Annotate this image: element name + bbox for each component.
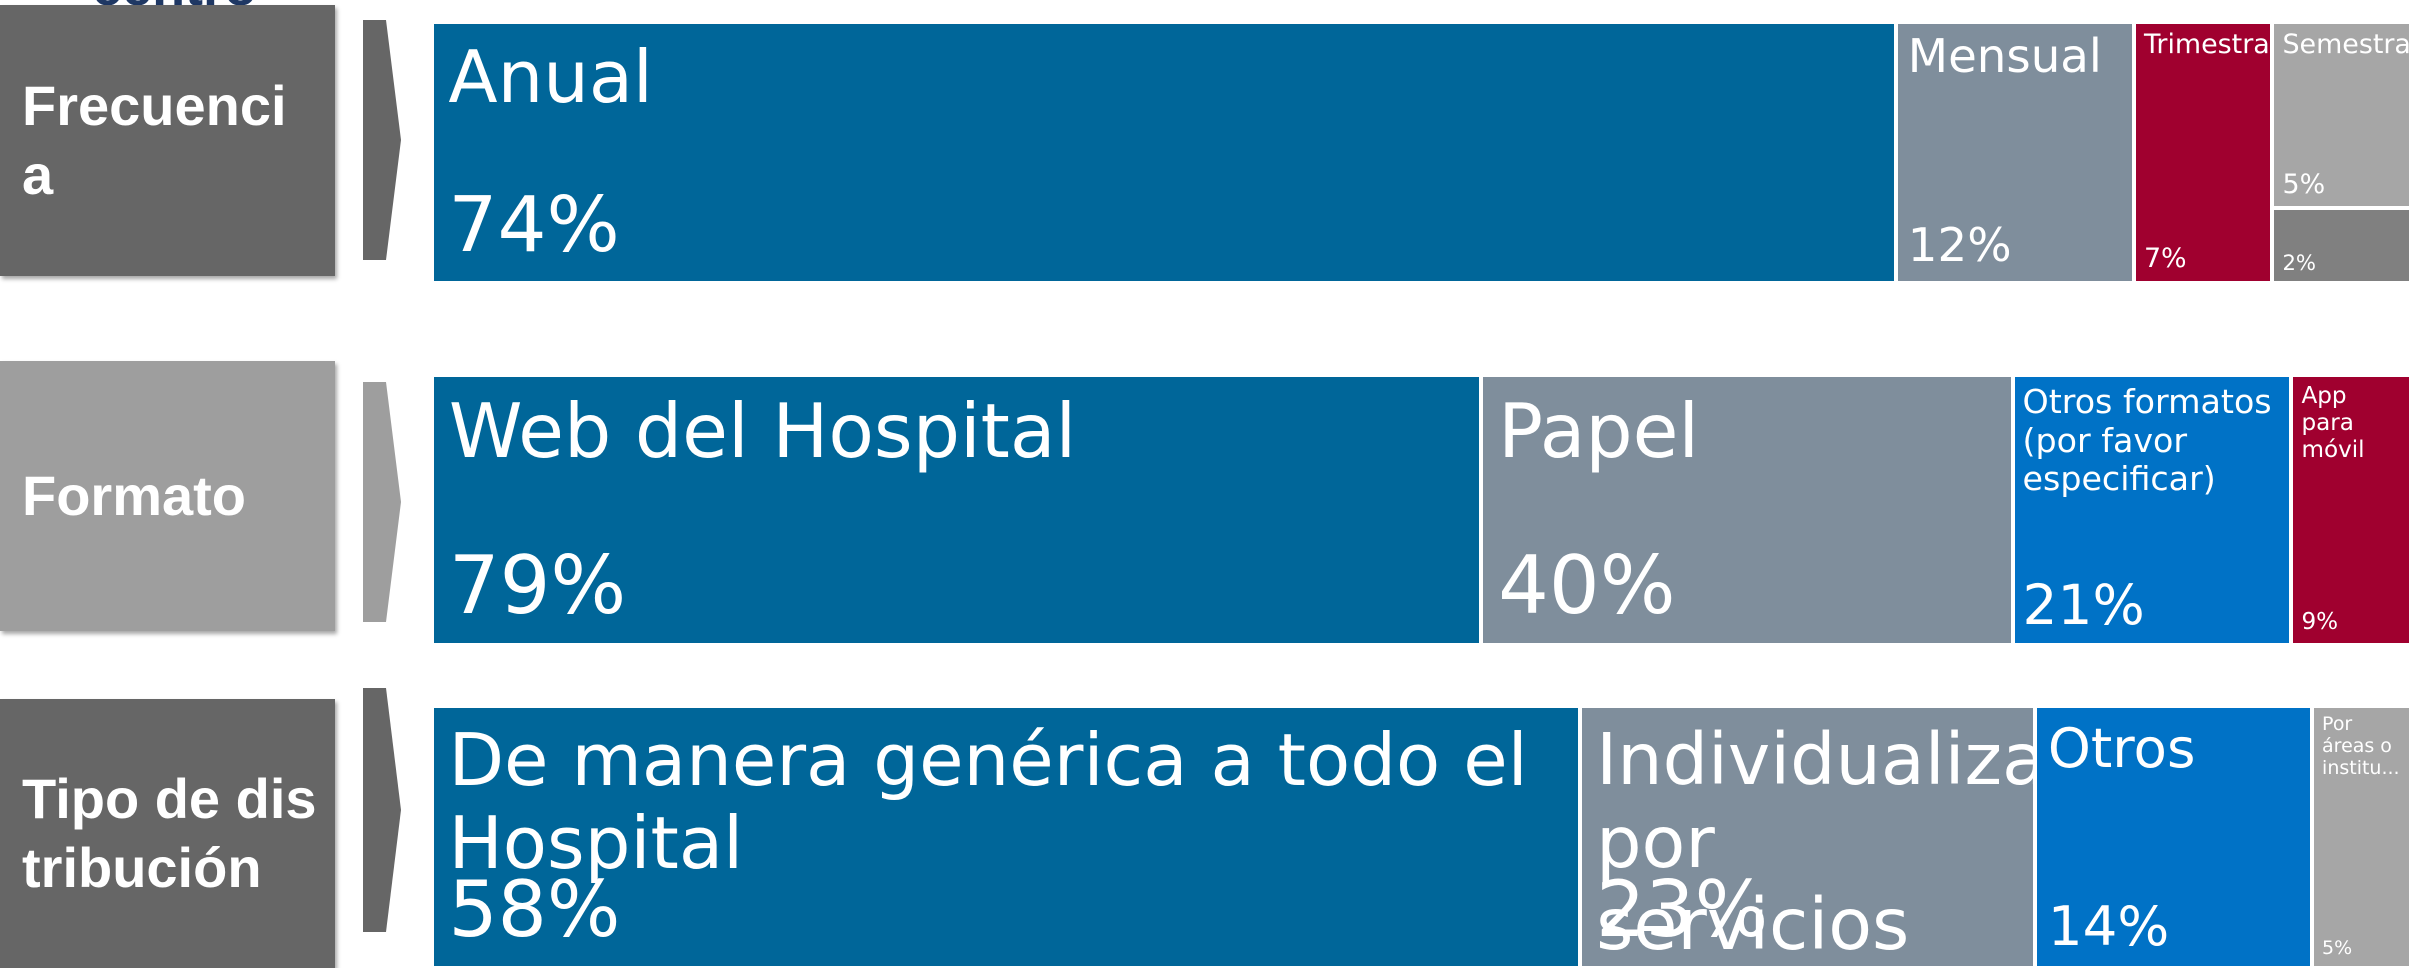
treemap-tile: App para móvil 9% bbox=[2293, 377, 2409, 643]
tile-label: Otros bbox=[2047, 715, 2196, 780]
tile-value: 5% bbox=[2322, 936, 2353, 959]
treemap-tile: Semestral 5% bbox=[2274, 24, 2409, 207]
tile-value: 79% bbox=[448, 538, 627, 632]
tile-label: Semestral bbox=[2282, 29, 2409, 61]
treemap-tile: Otros formatos (por favor especificar) 21… bbox=[2014, 377, 2290, 643]
tile-label: Papel bbox=[1498, 387, 1700, 475]
treemap-tile: Papel 40% bbox=[1483, 377, 2011, 643]
tile-label: Web del Hospital bbox=[448, 387, 1077, 475]
chevron bbox=[363, 688, 401, 932]
treemap-tile: Mensual 12% bbox=[1898, 24, 2132, 281]
tile-value: 2% bbox=[2282, 249, 2317, 275]
tile-label: De manera genérica a todo el Hospital bbox=[448, 718, 1528, 886]
tile-value: 14% bbox=[2047, 894, 2170, 959]
row-title: Tipo de distribución bbox=[0, 699, 335, 968]
tile-value: 21% bbox=[2022, 573, 2145, 638]
tile-value: 5% bbox=[2282, 168, 2326, 200]
tile-value: 40% bbox=[1498, 538, 1676, 632]
tile-label: Mensual bbox=[1907, 30, 2102, 85]
treemap-tile: Por áreas o institu... 5% bbox=[2314, 708, 2409, 966]
treemap-tile: Otros 14% bbox=[2036, 708, 2311, 966]
chevron bbox=[363, 20, 401, 260]
treemap-tile: 2% bbox=[2274, 210, 2409, 281]
tile-value: 7% bbox=[2143, 243, 2187, 275]
treemap-tile: Trimestral 7% bbox=[2135, 24, 2271, 281]
tile-value: 74% bbox=[448, 180, 620, 271]
chevron bbox=[363, 382, 401, 622]
tile-value: 58% bbox=[448, 864, 621, 955]
tile-label: Trimestral bbox=[2143, 29, 2271, 61]
tile-label: Otros formatos (por favor especificar) bbox=[2022, 382, 2272, 498]
treemap-tile: Web del Hospital 79% bbox=[434, 377, 1480, 643]
tile-label: Individualizada por servicios bbox=[1596, 718, 2033, 966]
tile-label: Por áreas o institu... bbox=[2322, 713, 2400, 780]
row-title: Formato bbox=[0, 361, 335, 631]
tile-value: 23% bbox=[1596, 864, 1769, 955]
treemap-tile: De manera genérica a todo el Hospital 58% bbox=[434, 708, 1578, 966]
tile-value: 9% bbox=[2301, 609, 2339, 636]
tile-value: 12% bbox=[1907, 219, 2012, 274]
tile-label: Anual bbox=[448, 34, 653, 119]
treemap-tile: Anual 74% bbox=[434, 24, 1895, 281]
row-title: Frecuencia bbox=[0, 5, 335, 276]
tile-label: App para móvil bbox=[2301, 383, 2365, 463]
